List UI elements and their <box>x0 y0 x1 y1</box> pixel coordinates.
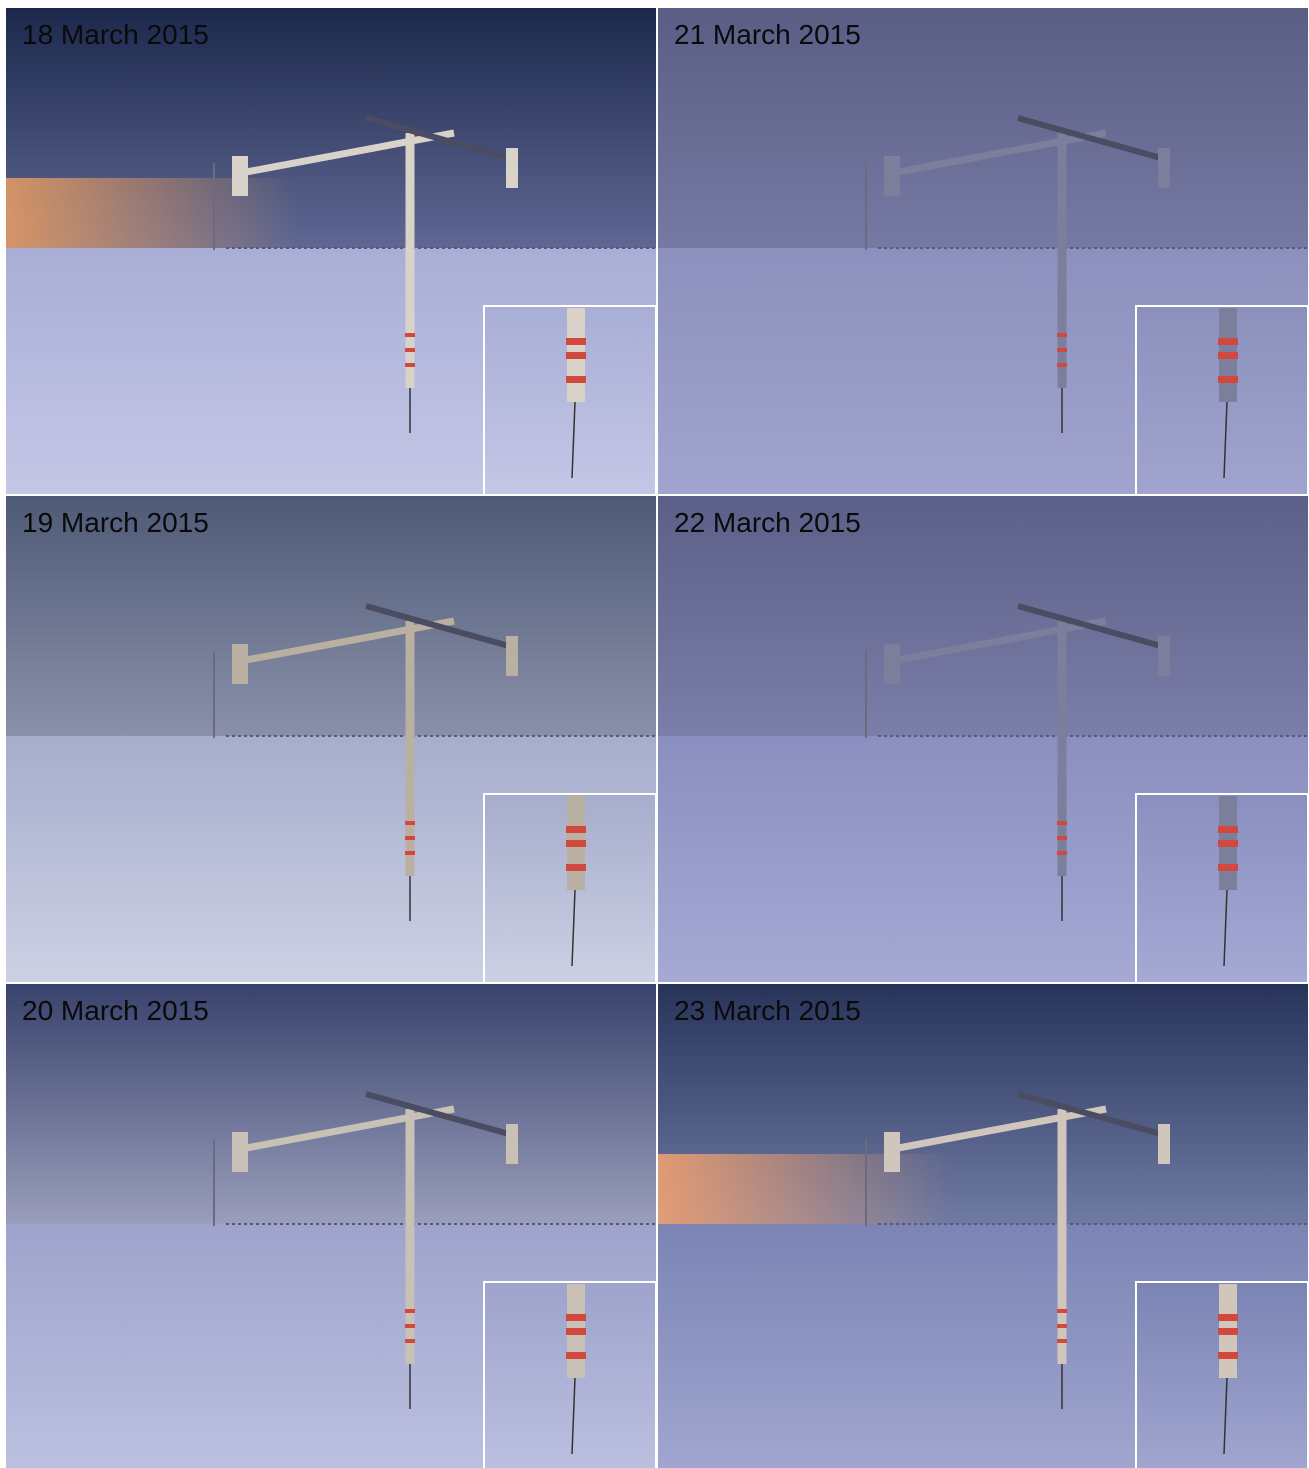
red-band <box>566 1314 586 1321</box>
red-band <box>1057 851 1067 855</box>
red-band <box>566 840 586 847</box>
red-band <box>405 821 415 825</box>
photo-panel: 23 March 2015 <box>658 984 1308 1468</box>
red-band <box>1218 376 1238 383</box>
red-band <box>1057 1324 1067 1328</box>
sky <box>658 496 1308 736</box>
sensor <box>506 148 518 188</box>
red-band <box>1057 333 1067 337</box>
arm <box>892 617 1107 665</box>
red-band <box>1057 348 1067 352</box>
red-band <box>566 864 586 871</box>
red-band <box>1218 352 1238 359</box>
horizon-glow <box>658 1154 1308 1224</box>
date-label: 20 March 2015 <box>22 995 209 1026</box>
red-band <box>405 836 415 840</box>
arm <box>365 603 517 651</box>
red-band <box>405 1324 415 1328</box>
inset-cable <box>1223 401 1228 479</box>
red-band <box>1057 821 1067 825</box>
red-band <box>566 338 586 345</box>
arm <box>1017 603 1169 651</box>
red-band <box>405 1309 415 1313</box>
inset-cable <box>571 1377 576 1455</box>
arm <box>1017 115 1169 163</box>
sensor <box>1158 1124 1170 1164</box>
photo-panel: 21 March 2015 <box>658 8 1308 494</box>
sensor <box>1158 148 1170 188</box>
red-band <box>1057 836 1067 840</box>
red-band <box>566 376 586 383</box>
red-band <box>1057 1339 1067 1343</box>
red-band <box>1218 1328 1238 1335</box>
red-band <box>1218 1352 1238 1359</box>
red-band <box>566 1328 586 1335</box>
sensor <box>1158 636 1170 676</box>
red-band <box>405 333 415 337</box>
arm <box>892 129 1107 177</box>
sky <box>6 496 656 736</box>
red-band <box>1218 826 1238 833</box>
sensor <box>506 636 518 676</box>
photo-panel: 20 March 2015 <box>6 984 656 1468</box>
date-label: 18 March 2015 <box>22 19 209 50</box>
red-band <box>1218 840 1238 847</box>
photo-panel: 19 March 2015 <box>6 496 656 982</box>
date-label: 21 March 2015 <box>674 19 861 50</box>
sensor <box>884 644 900 684</box>
photo-panel: 22 March 2015 <box>658 496 1308 982</box>
sensor <box>506 1124 518 1164</box>
arm <box>1017 1091 1169 1139</box>
arm <box>892 1105 1107 1153</box>
red-band <box>1218 338 1238 345</box>
arm <box>240 617 455 665</box>
sky <box>6 984 656 1224</box>
red-band <box>405 1339 415 1343</box>
inset-cable <box>1223 889 1228 967</box>
photo-panel: 18 March 2015 <box>6 8 656 494</box>
red-band <box>1218 1314 1238 1321</box>
sensor <box>232 644 248 684</box>
sensor <box>884 1132 900 1172</box>
arm <box>365 1091 517 1139</box>
horizon-glow <box>6 178 656 248</box>
sky <box>658 8 1308 248</box>
red-band <box>566 826 586 833</box>
red-band <box>405 851 415 855</box>
red-band <box>1057 1309 1067 1313</box>
arm <box>240 129 455 177</box>
red-band <box>405 348 415 352</box>
date-label: 19 March 2015 <box>22 507 209 538</box>
red-band <box>1218 864 1238 871</box>
arm <box>365 115 517 163</box>
inset-cable <box>571 889 576 967</box>
red-band <box>405 363 415 367</box>
red-band <box>1057 363 1067 367</box>
arm <box>240 1105 455 1153</box>
red-band <box>566 352 586 359</box>
sensor <box>884 156 900 196</box>
date-label: 22 March 2015 <box>674 507 861 538</box>
red-band <box>566 1352 586 1359</box>
sensor <box>232 1132 248 1172</box>
sensor <box>232 156 248 196</box>
inset-cable <box>1223 1377 1228 1455</box>
inset-cable <box>571 401 576 479</box>
date-label: 23 March 2015 <box>674 995 861 1026</box>
